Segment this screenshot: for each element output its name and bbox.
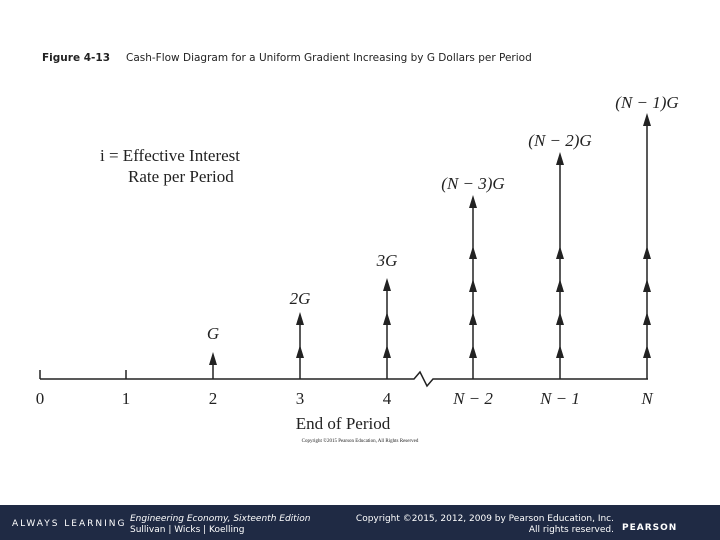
arrow-head: [556, 312, 564, 325]
arrow-head: [643, 312, 651, 325]
footer-rights: All rights reserved.: [529, 525, 614, 535]
arrow-head: [296, 345, 304, 358]
arrow-head: [296, 312, 304, 325]
arrow-label: G: [207, 324, 219, 343]
arrow-head: [643, 246, 651, 259]
footer-book: Engineering Economy, Sixteenth Edition: [130, 514, 311, 524]
time-axis: [39, 370, 648, 388]
period-label: N − 2: [452, 389, 493, 408]
footer-copyright: Copyright ©2015, 2012, 2009 by Pearson E…: [356, 514, 614, 524]
arrow-head: [556, 279, 564, 292]
arrow-head: [556, 246, 564, 259]
arrow-head: [643, 345, 651, 358]
arrow-head: [643, 113, 651, 126]
image-copyright: Copyright ©2015 Pearson Education, All R…: [302, 438, 419, 444]
arrow-head: [469, 279, 477, 292]
arrow-label: 2G: [290, 289, 311, 308]
arrow-head: [469, 195, 477, 208]
interest-note: i = Effective Interest: [100, 146, 240, 165]
cash-flow-arrows: [209, 113, 651, 379]
axis-line: [40, 370, 648, 388]
arrow-head: [383, 312, 391, 325]
period-label: 1: [122, 389, 131, 408]
arrow-label: (N − 3)G: [441, 174, 504, 193]
arrow-head: [209, 352, 217, 365]
period-label: N: [640, 389, 654, 408]
arrow-head: [556, 345, 564, 358]
period-label: 2: [209, 389, 218, 408]
footer-bar: [0, 505, 720, 540]
arrow-head: [469, 246, 477, 259]
arrow-label: (N − 1)G: [615, 93, 678, 112]
arrow-label: 3G: [376, 251, 398, 270]
figure-number: Figure 4-13: [42, 52, 110, 64]
arrow-head: [643, 279, 651, 292]
interest-note: Rate per Period: [128, 167, 234, 186]
period-label: 0: [36, 389, 45, 408]
arrow-label: (N − 2)G: [528, 131, 591, 150]
period-label: N − 1: [539, 389, 580, 408]
arrow-head: [556, 152, 564, 165]
footer-authors: Sullivan | Wicks | Koelling: [130, 525, 244, 535]
labels: 0 1 2 3 4 N − 2 N − 1 N G 2G 3G (N − 3)G (N − 2)G (N …: [36, 93, 679, 408]
period-label: 3: [296, 389, 305, 408]
period-label: 4: [383, 389, 392, 408]
footer-logo: PEARSON: [622, 523, 677, 533]
arrow-head: [469, 345, 477, 358]
arrow-head: [383, 278, 391, 291]
axis-title: End of Period: [296, 414, 391, 433]
figure-title: Cash-Flow Diagram for a Uniform Gradient…: [126, 52, 532, 64]
footer-brand: ALWAYS LEARNING: [12, 519, 127, 529]
arrow-head: [383, 345, 391, 358]
arrow-head: [469, 312, 477, 325]
